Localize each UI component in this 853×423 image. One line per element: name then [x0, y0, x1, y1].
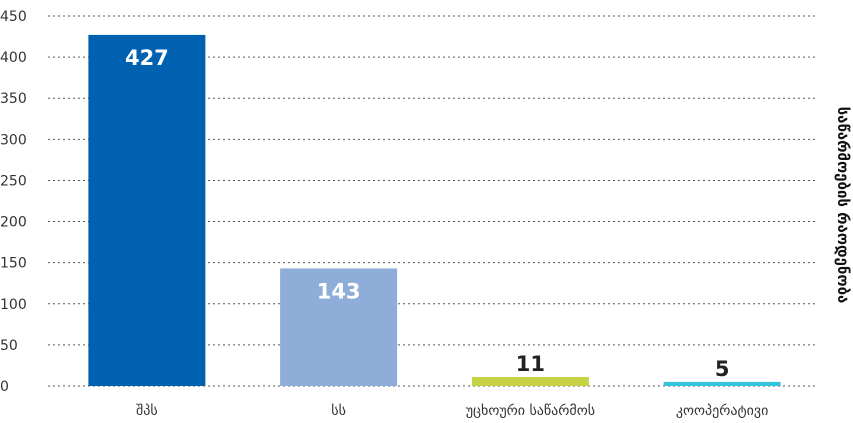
bar	[663, 381, 781, 386]
y-tick-label: 200	[0, 215, 27, 231]
bars	[88, 34, 781, 387]
data-label: 11	[516, 352, 545, 376]
x-category-label: შპს	[136, 403, 158, 419]
y-tick-label: 100	[0, 297, 27, 313]
y-tick-label: 0	[0, 379, 9, 395]
y-tick-label: 450	[0, 9, 27, 25]
y-tick-label: 350	[0, 91, 27, 107]
y-tick-label: 50	[0, 338, 18, 354]
y-tick-label: 400	[0, 50, 27, 66]
x-category-label: კოოპერატივი	[676, 402, 768, 419]
y-tick-label: 300	[0, 132, 27, 148]
bar	[280, 268, 398, 386]
x-axis-categories: შპს სს უცხოური საწარმოს კოოპერატივი	[136, 402, 768, 419]
x-category-label: უცხოური საწარმოს	[466, 402, 595, 419]
data-label: 427	[125, 46, 169, 70]
y-axis-ticks: 0 50 100 150 200 250 300 350 400 450	[0, 9, 27, 395]
y-axis-label: საწარმოების რაოდენობა	[834, 107, 852, 304]
data-label: 5	[715, 357, 730, 381]
y-tick-label: 250	[0, 173, 27, 189]
bar	[88, 34, 206, 387]
x-category-label: სს	[331, 403, 346, 419]
bar	[471, 376, 589, 386]
y-tick-label: 150	[0, 256, 27, 272]
data-label: 143	[317, 279, 361, 303]
data-labels: 427 143 11 5	[125, 46, 729, 381]
